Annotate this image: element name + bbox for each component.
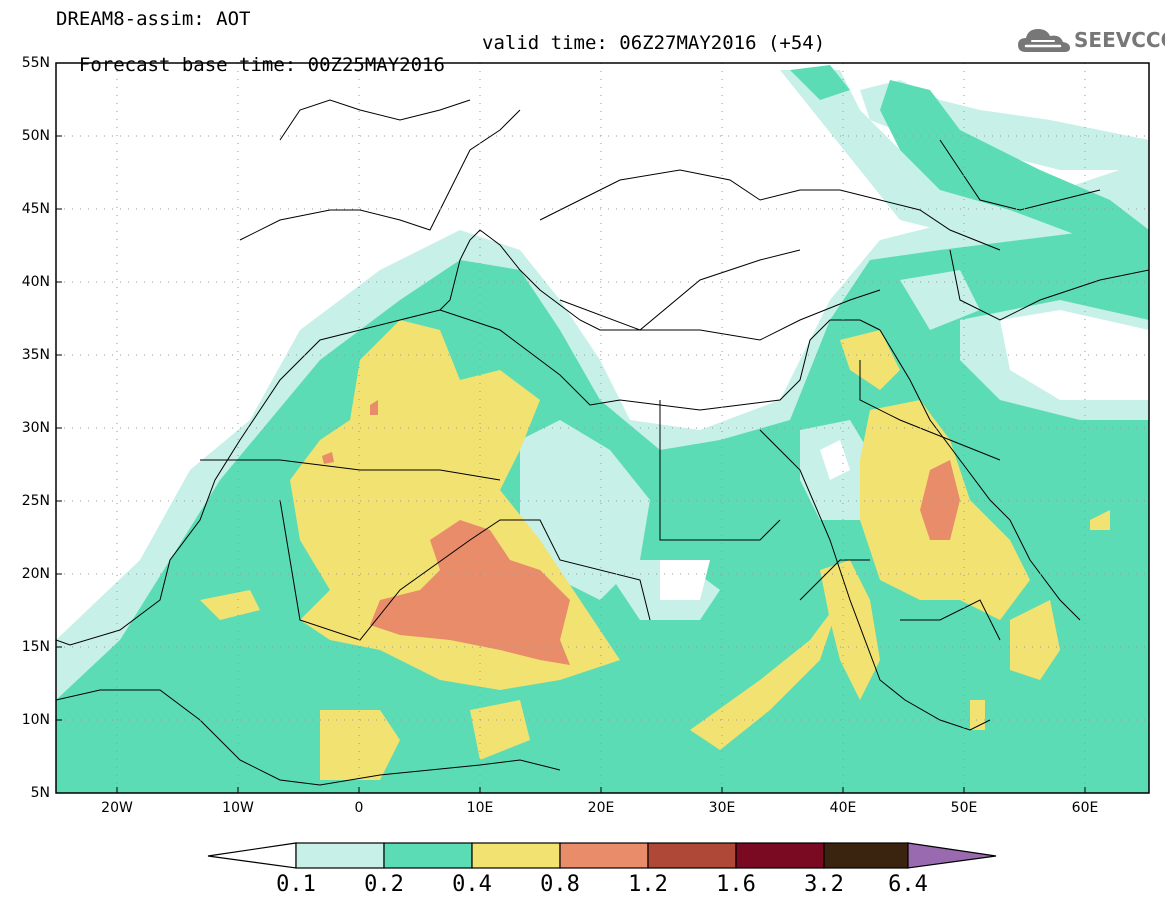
cloud-icon — [1018, 29, 1070, 52]
colorbar-label: 3.2 — [804, 872, 844, 897]
colorbar-box — [471, 842, 561, 869]
axis-ticks — [56, 62, 1086, 794]
colorbar-label: 1.6 — [716, 872, 756, 897]
lat-label: 35N — [21, 347, 50, 363]
colorbar-box — [735, 842, 825, 869]
lat-label: 50N — [21, 128, 50, 144]
lat-label: 30N — [21, 420, 50, 436]
valid-time-text: valid time: 06Z27MAY2016 (+54) — [482, 32, 826, 54]
lon-label: 60E — [1071, 800, 1099, 816]
lat-label: 10N — [21, 712, 50, 728]
chart-title: DREAM8-assim: AOT — [56, 8, 251, 30]
logo-text: SEEVCCC — [1074, 28, 1165, 52]
lat-label: 5N — [30, 785, 50, 801]
colorbar-high-arrow — [907, 842, 997, 869]
lon-label: 40E — [829, 800, 857, 816]
colorbar — [207, 842, 997, 869]
lon-label: 50E — [950, 800, 978, 816]
lon-label: 10W — [222, 800, 254, 816]
lat-label: 25N — [21, 493, 50, 509]
forecast-base-time: Forecast base time: 00Z25MAY2016 valid t… — [56, 32, 825, 98]
lat-label: 20N — [21, 566, 50, 582]
coastlines — [56, 99, 1149, 786]
lon-label: 0 — [354, 800, 364, 816]
seevccc-logo: SEEVCCC — [1016, 22, 1165, 58]
aot-band-none — [660, 310, 1149, 600]
colorbar-label: 0.8 — [540, 872, 580, 897]
colorbar-box — [647, 842, 737, 869]
colorbar-label: 1.2 — [628, 872, 668, 897]
base-time-text: Forecast base time: 00Z25MAY2016 — [78, 54, 445, 76]
colorbar-box — [823, 842, 909, 869]
colorbar-label: 0.4 — [452, 872, 492, 897]
colorbar-low-arrow — [207, 842, 297, 869]
colorbar-label: 0.1 — [276, 872, 316, 897]
colorbar-box — [383, 842, 473, 869]
lon-label: 30E — [708, 800, 736, 816]
lat-label: 40N — [21, 274, 50, 290]
lat-label: 15N — [21, 639, 50, 655]
colorbar-box — [295, 842, 385, 869]
aot-band-0.2 — [56, 65, 1149, 793]
colorbar-box — [559, 842, 649, 869]
colorbar-label: 0.2 — [364, 872, 404, 897]
lat-label: 55N — [21, 55, 50, 71]
colorbar-label: 6.4 — [888, 872, 928, 897]
aot-contour-field — [56, 65, 1149, 793]
graticule — [56, 63, 1149, 793]
lon-label: 10E — [466, 800, 494, 816]
lat-label: 45N — [21, 201, 50, 217]
lon-label: 20W — [101, 800, 133, 816]
lon-label: 20E — [587, 800, 615, 816]
aot-band-0.8 — [322, 400, 960, 665]
